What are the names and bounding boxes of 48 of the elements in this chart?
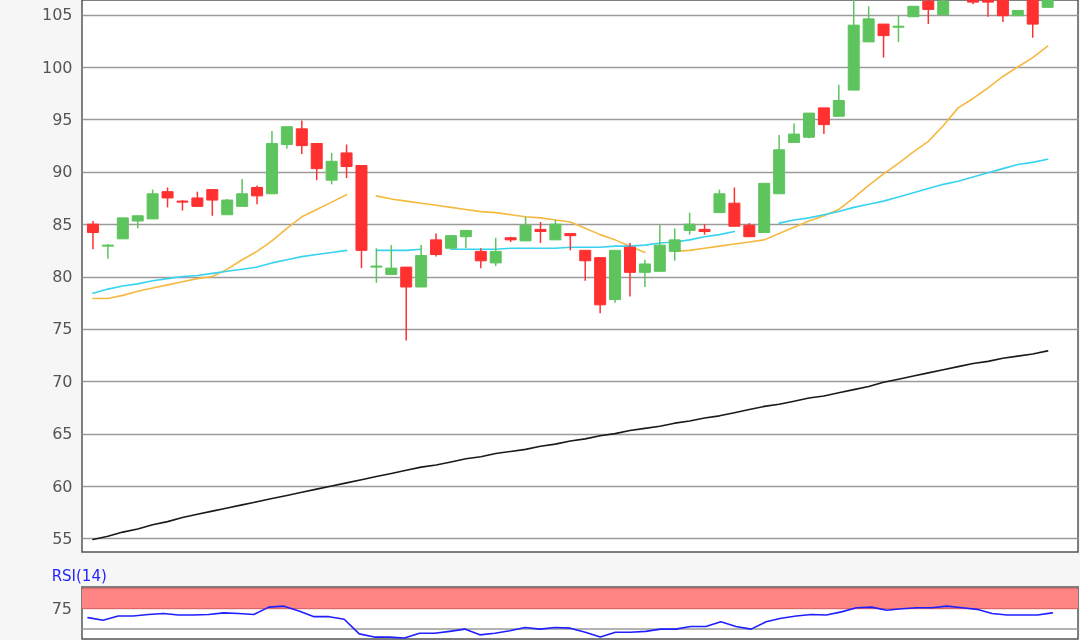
- candlestick: [489, 237, 502, 267]
- candlestick: [206, 188, 219, 217]
- y-tick-label: 85: [52, 214, 73, 234]
- candlestick: [101, 243, 114, 260]
- line-series: [92, 350, 1049, 541]
- candlestick: [892, 14, 905, 43]
- candlestick: [817, 107, 830, 135]
- candlestick: [340, 143, 353, 179]
- candlestick: [370, 247, 383, 284]
- candlestick: [922, 0, 935, 25]
- candlestick: [236, 178, 249, 208]
- y-tick-label: 105: [41, 5, 73, 25]
- y-tick-label: 90: [52, 162, 73, 182]
- candlestick: [579, 249, 592, 282]
- candlestick: [534, 221, 547, 244]
- candlestick: [325, 152, 338, 186]
- y-tick-label: 75: [52, 319, 73, 339]
- candlestick: [474, 247, 487, 269]
- candlestick: [280, 125, 293, 150]
- candlestick: [996, 0, 1009, 23]
- candlestick: [251, 184, 264, 205]
- y-tick-label: 55: [52, 528, 73, 548]
- candlestick: [638, 259, 651, 288]
- chart-title: RSI(14): [51, 567, 107, 585]
- candlestick: [713, 188, 726, 214]
- candlestick: [86, 220, 99, 251]
- candlestick: [430, 232, 443, 258]
- candlestick: [728, 186, 741, 227]
- candlestick: [981, 0, 994, 18]
- y-tick-label: 100: [41, 57, 73, 77]
- candlestick: [788, 122, 801, 144]
- candlestick: [400, 266, 413, 342]
- y-tick-label: 70: [52, 371, 73, 391]
- candlestick: [116, 217, 129, 240]
- y-tick-label: 60: [52, 476, 73, 496]
- candlestick: [862, 5, 875, 43]
- candlestick: [832, 84, 845, 118]
- y-tick-label: 95: [52, 109, 73, 129]
- candlestick: [161, 186, 174, 209]
- candlestick: [519, 216, 532, 242]
- candlestick: [877, 23, 890, 59]
- candlestick: [549, 219, 562, 241]
- y-tick-label: 80: [52, 267, 73, 287]
- candlestick: [683, 211, 696, 236]
- candlestick: [385, 244, 398, 276]
- candlestick: [295, 119, 308, 155]
- y-tick-label: 65: [52, 424, 73, 444]
- candlestick: [668, 227, 681, 262]
